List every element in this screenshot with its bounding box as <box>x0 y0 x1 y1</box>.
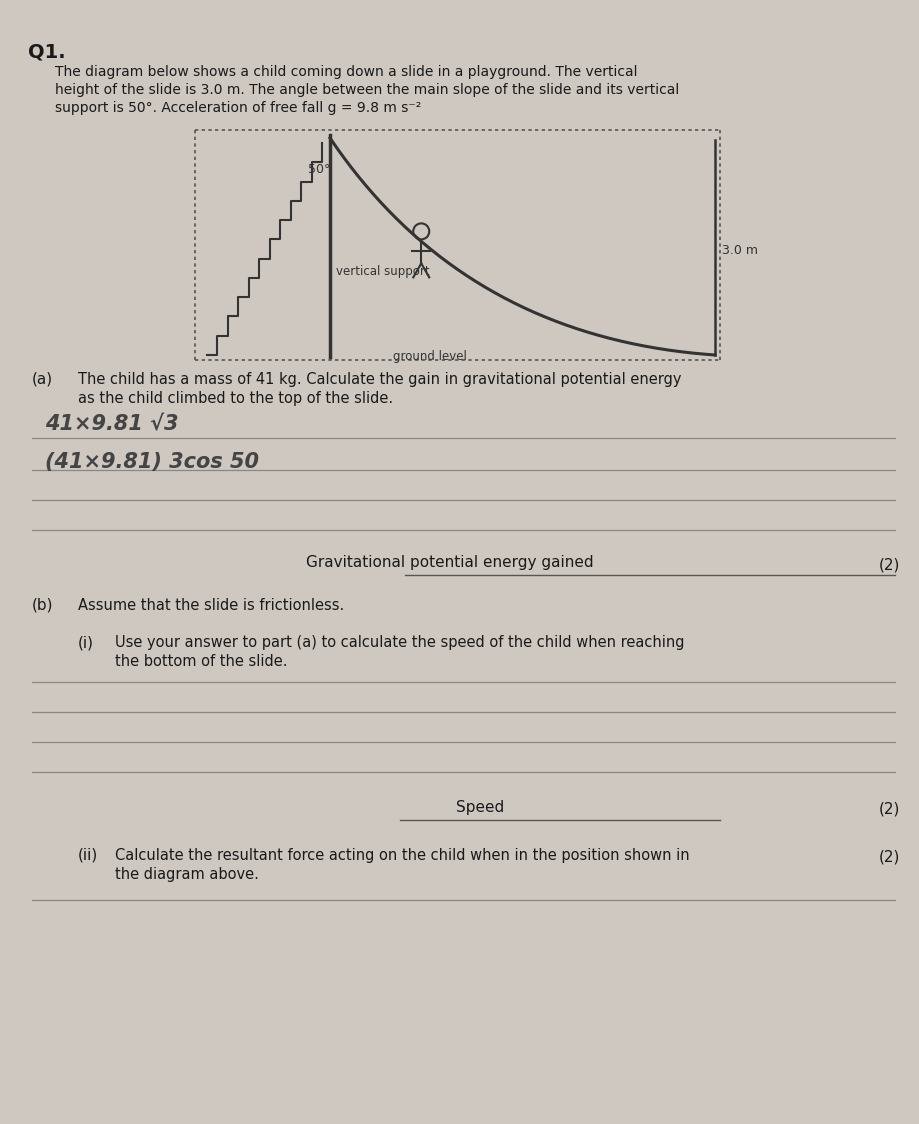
Text: height of the slide is 3.0 m. The angle between the main slope of the slide and : height of the slide is 3.0 m. The angle … <box>55 83 679 97</box>
Text: Use your answer to part (a) to calculate the speed of the child when reaching: Use your answer to part (a) to calculate… <box>115 635 685 650</box>
Text: Q1.: Q1. <box>28 42 65 61</box>
Text: (a): (a) <box>32 372 53 387</box>
Text: the diagram above.: the diagram above. <box>115 867 259 882</box>
Text: 41×9.81 √3: 41×9.81 √3 <box>45 415 178 435</box>
Text: (2): (2) <box>879 803 900 817</box>
Text: (ii): (ii) <box>78 847 98 863</box>
Text: (b): (b) <box>32 598 53 613</box>
Text: (41×9.81) 3cos 50: (41×9.81) 3cos 50 <box>45 452 259 472</box>
Text: the bottom of the slide.: the bottom of the slide. <box>115 654 288 669</box>
Text: The diagram below shows a child coming down a slide in a playground. The vertica: The diagram below shows a child coming d… <box>55 65 638 79</box>
Text: Assume that the slide is frictionless.: Assume that the slide is frictionless. <box>78 598 345 613</box>
Text: 3.0 m: 3.0 m <box>722 244 758 256</box>
Text: (2): (2) <box>879 850 900 865</box>
Text: vertical support: vertical support <box>336 265 429 278</box>
Text: ground level: ground level <box>393 350 467 363</box>
Text: support is 50°. Acceleration of free fall g = 9.8 m s⁻²: support is 50°. Acceleration of free fal… <box>55 101 421 115</box>
Text: 50°: 50° <box>308 163 330 176</box>
Text: (i): (i) <box>78 635 94 650</box>
Text: Speed: Speed <box>456 800 505 815</box>
Text: Calculate the resultant force acting on the child when in the position shown in: Calculate the resultant force acting on … <box>115 847 689 863</box>
Text: as the child climbed to the top of the slide.: as the child climbed to the top of the s… <box>78 391 393 406</box>
Text: Gravitational potential energy gained: Gravitational potential energy gained <box>306 555 594 570</box>
Text: The child has a mass of 41 kg. Calculate the gain in gravitational potential ene: The child has a mass of 41 kg. Calculate… <box>78 372 682 387</box>
Text: (2): (2) <box>879 558 900 572</box>
